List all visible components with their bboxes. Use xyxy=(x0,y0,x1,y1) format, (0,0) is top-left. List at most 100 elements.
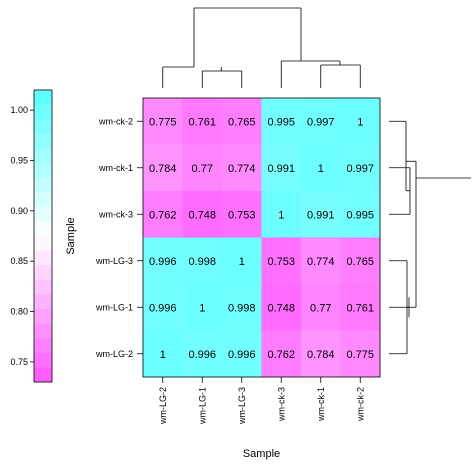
cell-value-label: 0.762 xyxy=(149,209,177,221)
heatmap-cell xyxy=(222,330,262,378)
heatmap-cell xyxy=(261,330,302,378)
colorbar-tick-label: 1.00 xyxy=(10,105,28,115)
heatmap-cell xyxy=(222,284,262,331)
x-tick-label: wm-LG-1 xyxy=(197,387,207,425)
colorbar-swatch xyxy=(34,104,52,120)
top-dendrogram xyxy=(162,7,361,88)
heatmap-cell xyxy=(301,144,341,192)
x-tick-label: wm-ck-1 xyxy=(316,387,326,422)
cell-value-label: 0.765 xyxy=(346,256,374,268)
colorbar-swatch xyxy=(34,119,52,135)
heatmap-cell xyxy=(182,191,223,238)
cell-value-label: 0.748 xyxy=(267,302,295,314)
x-tick-label: wm-LG-3 xyxy=(237,387,247,425)
cell-value-label: 0.995 xyxy=(267,116,295,128)
heatmap-cell xyxy=(143,237,183,285)
colorbar-swatch xyxy=(34,279,52,295)
x-tick-label: wm-ck-3 xyxy=(276,387,286,422)
x-axis: wm-LG-2 wm-LG-1 wm-LG-3 wm-ck-3 wm-ck-1 wm-ck… xyxy=(158,377,365,425)
heatmap-cell xyxy=(182,98,223,145)
cell-value-label: 0.753 xyxy=(228,209,256,221)
cell-value-label: 0.77 xyxy=(192,163,213,175)
heatmap-cell xyxy=(340,237,381,285)
heatmap-cell xyxy=(340,144,381,192)
cell-value-label: 0.761 xyxy=(188,116,216,128)
heatmap-cell xyxy=(143,330,183,378)
heatmap-cells: 0.775 0.761 0.765 0.995 0.997 1 0.784 0.77 0.774… xyxy=(143,98,381,378)
heatmap-cell xyxy=(222,98,262,145)
cell-value-label: 1 xyxy=(357,116,363,128)
cell-value-label: 0.996 xyxy=(188,349,216,361)
heatmap-cell xyxy=(261,191,302,238)
x-tick-label: wm-ck-2 xyxy=(355,387,365,422)
colorbar-swatch xyxy=(34,206,52,222)
cell-value-label: 0.775 xyxy=(346,349,374,361)
plot-frame xyxy=(142,97,381,378)
cell-value-label: 0.774 xyxy=(307,256,335,268)
heatmap-cell xyxy=(340,284,381,331)
heatmap-cell xyxy=(261,98,302,145)
colorbar-swatch xyxy=(34,338,52,354)
colorbar-tick-label: 0.90 xyxy=(10,206,28,216)
right-dendrogram xyxy=(389,120,471,355)
heatmap-cell xyxy=(182,284,223,331)
colorbar-tick-label: 0.75 xyxy=(10,357,28,367)
colorbar-swatch xyxy=(34,221,52,237)
heatmap-cell xyxy=(301,237,341,285)
heatmap-cell xyxy=(301,330,341,378)
y-tick-label: wm-ck-2 xyxy=(98,116,133,126)
cell-value-label: 0.774 xyxy=(228,163,256,175)
colorbar-swatch xyxy=(34,309,52,324)
cell-value-label: 1 xyxy=(199,302,205,314)
cell-value-label: 0.996 xyxy=(149,256,177,268)
cell-value-label: 0.991 xyxy=(307,209,335,221)
colorbar-swatch xyxy=(34,323,52,339)
heatmap-cell xyxy=(143,144,183,192)
colorbar: 0.75 0.80 0.85 0.90 0.95 1.00 xyxy=(10,89,53,383)
colorbar-title: Sample xyxy=(65,217,77,254)
colorbar-swatch xyxy=(34,163,52,178)
cell-value-label: 1 xyxy=(278,209,284,221)
colorbar-swatch xyxy=(34,90,52,105)
colorbar-tick-label: 0.85 xyxy=(10,256,28,266)
cell-value-label: 0.765 xyxy=(228,116,256,128)
heatmap-cell xyxy=(143,284,183,331)
heatmap-cell xyxy=(222,144,262,192)
heatmap-cell xyxy=(182,144,223,192)
cell-value-label: 1 xyxy=(160,349,166,361)
heatmap-cell xyxy=(340,191,381,238)
colorbar-swatch xyxy=(34,133,52,149)
cell-value-label: 0.775 xyxy=(149,116,177,128)
cell-value-label: 0.784 xyxy=(149,163,177,175)
cell-value-label: 0.998 xyxy=(228,302,256,314)
heatmap-cell xyxy=(222,237,262,285)
cell-value-label: 0.996 xyxy=(228,349,256,361)
heatmap-cell xyxy=(301,284,341,331)
cell-value-label: 1 xyxy=(239,256,245,268)
colorbar-frame xyxy=(33,89,53,383)
y-tick-label: wm-LG-1 xyxy=(95,302,133,312)
x-axis-title: Sample xyxy=(243,448,280,460)
cell-value-label: 0.997 xyxy=(346,163,374,175)
colorbar-swatch xyxy=(34,265,52,281)
colorbar-swatch xyxy=(34,236,52,251)
heatmap-cell xyxy=(182,237,223,285)
heatmap-cell xyxy=(301,98,341,145)
cell-value-label: 0.762 xyxy=(267,349,295,361)
cell-value-label: 0.784 xyxy=(307,349,335,361)
colorbar-swatch xyxy=(34,367,52,383)
y-tick-label: wm-LG-2 xyxy=(95,349,133,359)
heatmap-cell xyxy=(261,144,302,192)
y-tick-label: wm-ck-3 xyxy=(98,209,133,219)
colorbar-swatch xyxy=(34,294,52,310)
colorbar-swatch xyxy=(34,192,52,208)
y-tick-label: wm-ck-1 xyxy=(98,163,133,173)
cell-value-label: 0.77 xyxy=(310,302,331,314)
x-tick-label: wm-LG-2 xyxy=(158,387,168,425)
colorbar-swatch xyxy=(34,148,52,164)
cell-value-label: 0.753 xyxy=(267,256,295,268)
heatmap-cell xyxy=(261,284,302,331)
y-tick-label: wm-LG-3 xyxy=(95,256,133,266)
